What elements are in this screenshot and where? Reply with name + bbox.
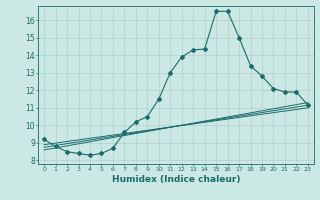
X-axis label: Humidex (Indice chaleur): Humidex (Indice chaleur) (112, 175, 240, 184)
